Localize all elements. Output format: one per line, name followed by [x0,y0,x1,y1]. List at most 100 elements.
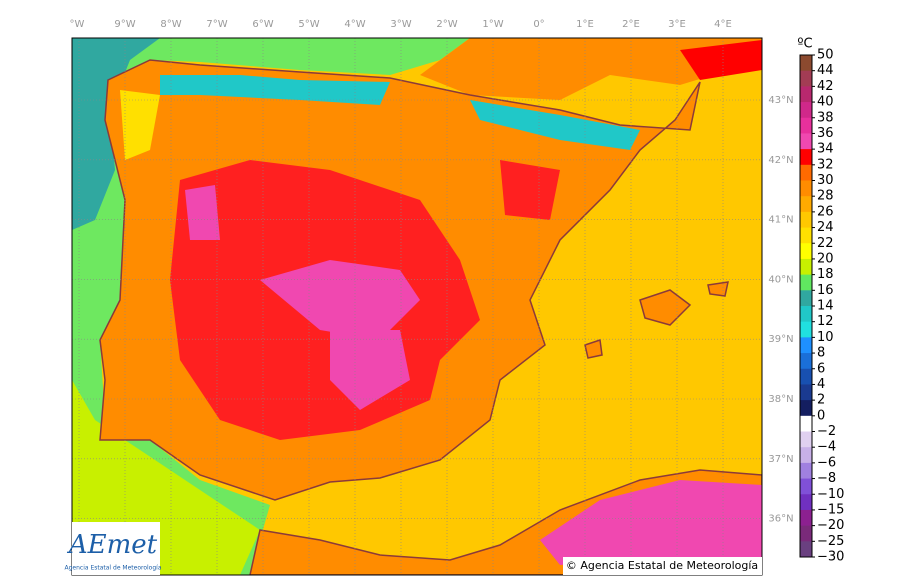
colorbar-label: 12 [817,314,834,329]
colorbar-segment [800,196,812,213]
lon-label: 6°W [252,19,273,30]
colorbar: 5044424038363432302826242220181614121086… [799,48,844,565]
colorbar-label: 22 [817,236,834,251]
lon-label: 4°E [714,19,732,30]
colorbar-label: 26 [817,204,834,219]
colorbar-label: −10 [817,487,844,502]
colorbar-label: 2 [817,393,825,408]
logo: AEmet Agencia Estatal de Meteorología [65,522,162,575]
graticule [72,38,762,575]
colorbar-label: −15 [817,502,844,517]
colorbar-label: −25 [817,534,844,549]
colorbar-segment [800,494,812,511]
colorbar-segment [800,290,812,307]
colorbar-segment [800,337,812,354]
colorbar-segment [800,102,812,119]
lon-label: 4°W [344,19,365,30]
colorbar-label: 6 [817,361,825,376]
colorbar-segment [800,431,812,448]
lat-label: 37°N [768,454,793,465]
colorbar-label: 36 [817,126,834,141]
copyright: © Agencia Estatal de Meteorología [566,559,758,572]
colorbar-label: 40 [817,95,834,110]
logo-subtitle: Agencia Estatal de Meteorología [65,565,162,572]
lat-label: 43°N [768,95,793,106]
colorbar-segment [800,478,812,495]
colorbar-segment [800,368,812,385]
colorbar-label: −6 [817,455,836,470]
colorbar-label: 0 [817,408,825,423]
colorbar-label: −20 [817,518,844,533]
colorbar-label: 28 [817,189,834,204]
lat-label: 41°N [768,215,793,226]
copyright-box [563,557,762,575]
colorbar-segment [800,306,812,323]
colorbar-segment [800,117,812,134]
axis-labels: °W 9°W 8°W 7°W 6°W 5°W 4°W 3°W 2°W 1°W 0° 1°E 2°E 3°E… [70,19,794,525]
colorbar-label: 38 [817,110,834,125]
map-frame [71,37,763,576]
colorbar-segment [800,133,812,150]
lon-label: 8°W [160,19,181,30]
colorbar-label: 4 [817,377,825,392]
colorbar-segment [800,55,812,72]
colorbar-segment [800,149,812,166]
colorbar-label: 44 [817,63,834,78]
colorbar-segment [800,211,812,229]
temperature-map [72,38,762,575]
colorbar-segment [800,509,812,527]
colorbar-label: 20 [817,251,834,266]
colorbar-label: −2 [817,424,836,439]
colorbar-segment [800,227,812,244]
colorbar-label: −30 [817,550,844,565]
colorbar-segment [800,400,812,417]
lon-label: 3°E [668,19,686,30]
lon-label: 2°E [622,19,640,30]
colorbar-segment [800,86,812,103]
colorbar-label: 24 [817,220,834,235]
lon-label: 5°W [298,19,319,30]
colorbar-label: 10 [817,330,834,345]
lat-label: 38°N [768,394,793,405]
colorbar-label: 30 [817,173,834,188]
lat-label: 36°N [768,514,793,525]
colorbar-label: 16 [817,283,834,298]
lon-label: 9°W [114,19,135,30]
colorbar-segment [800,447,812,464]
logo-name: AEmet [67,530,158,560]
colorbar-segment [800,243,812,260]
colorbar-segment [800,353,812,370]
lon-label: 2°W [436,19,457,30]
colorbar-segment [800,541,812,558]
colorbar-label: 8 [817,346,825,361]
colorbar-label: 34 [817,142,834,157]
colorbar-label: 14 [817,299,834,314]
lat-label: 40°N [768,274,793,285]
colorbar-segment [800,164,812,181]
logo-box [72,522,160,575]
colorbar-segment [800,462,812,480]
lon-label: 1°W [482,19,503,30]
lon-label: °W [70,19,85,30]
colorbar-segment [800,180,812,197]
colorbar-unit: ºC [797,37,812,52]
lon-label: 3°W [390,19,411,30]
lon-label: 0° [533,19,544,30]
lat-label: 42°N [768,155,793,166]
colorbar-label: 18 [817,267,834,282]
colorbar-label: −8 [817,471,836,486]
colorbar-segment [800,384,812,401]
colorbar-segment [800,525,812,542]
lon-label: 7°W [206,19,227,30]
colorbar-label: −4 [817,440,836,455]
colorbar-segment [800,258,812,276]
colorbar-segment [800,321,812,338]
colorbar-segment [800,70,812,87]
colorbar-label: 50 [817,48,834,63]
colorbar-label: 42 [817,79,834,94]
lon-label: 1°E [576,19,594,30]
colorbar-segment [800,415,812,432]
colorbar-label: 32 [817,157,834,172]
